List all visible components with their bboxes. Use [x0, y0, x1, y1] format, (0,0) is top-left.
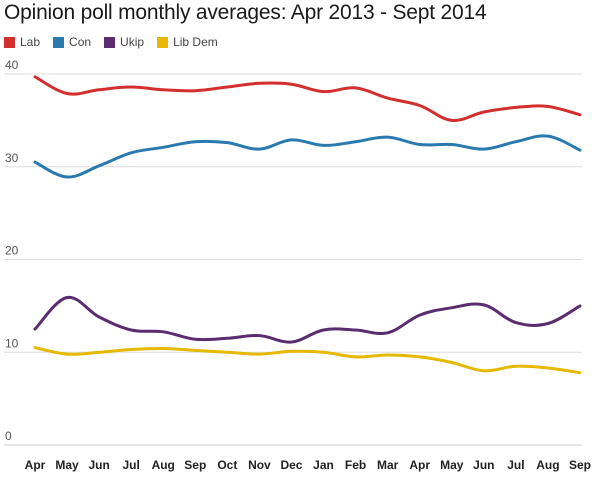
series-line-ukip [33, 295, 582, 344]
series-line-lab [33, 75, 582, 122]
legend-label: Lib Dem [173, 35, 218, 49]
x-tick-label: Jan [313, 458, 334, 472]
legend-swatch [53, 36, 65, 48]
legend-swatch [104, 36, 116, 48]
y-tick-label: 40 [5, 58, 19, 72]
x-tick-label: May [55, 458, 79, 472]
x-tick-label: Jul [123, 458, 140, 472]
series-line-lib-dem [33, 346, 582, 375]
y-tick-label: 30 [5, 151, 19, 165]
y-tick-label: 0 [5, 429, 12, 443]
legend-label: Lab [20, 35, 41, 49]
legend-label: Ukip [120, 35, 145, 49]
x-tick-label: Mar [377, 458, 399, 472]
x-tick-label: Dec [280, 458, 302, 472]
x-tick-label: Apr [409, 458, 430, 472]
legend-swatch [157, 36, 169, 48]
x-tick-label: Jun [88, 458, 109, 472]
x-tick-label: Jun [473, 458, 494, 472]
x-tick-label: Oct [217, 458, 237, 472]
y-tick-label: 20 [5, 244, 19, 258]
legend-item-lib-dem: Lib Dem [157, 35, 218, 49]
y-tick-label: 10 [5, 336, 19, 350]
legend-item-con: Con [53, 35, 91, 49]
x-tick-label: Aug [536, 458, 559, 472]
legend-item-lab: Lab [4, 35, 40, 49]
x-tick-label: Nov [248, 458, 271, 472]
x-tick-label: Aug [152, 458, 175, 472]
x-tick-label: Sep [184, 458, 206, 472]
legend-item-ukip: Ukip [104, 35, 144, 49]
x-tick-label: May [440, 458, 464, 472]
x-tick-label: Apr [25, 458, 46, 472]
chart-title: Opinion poll monthly averages: Apr 2013 … [4, 1, 487, 24]
legend: Lab Con Ukip Lib Dem [4, 34, 231, 50]
x-tick-label: Jul [507, 458, 524, 472]
series-line-con [33, 134, 582, 179]
legend-label: Con [69, 35, 92, 49]
x-tick-label: Feb [345, 458, 366, 472]
legend-swatch [4, 36, 15, 48]
x-tick-label: Sep [569, 458, 591, 472]
